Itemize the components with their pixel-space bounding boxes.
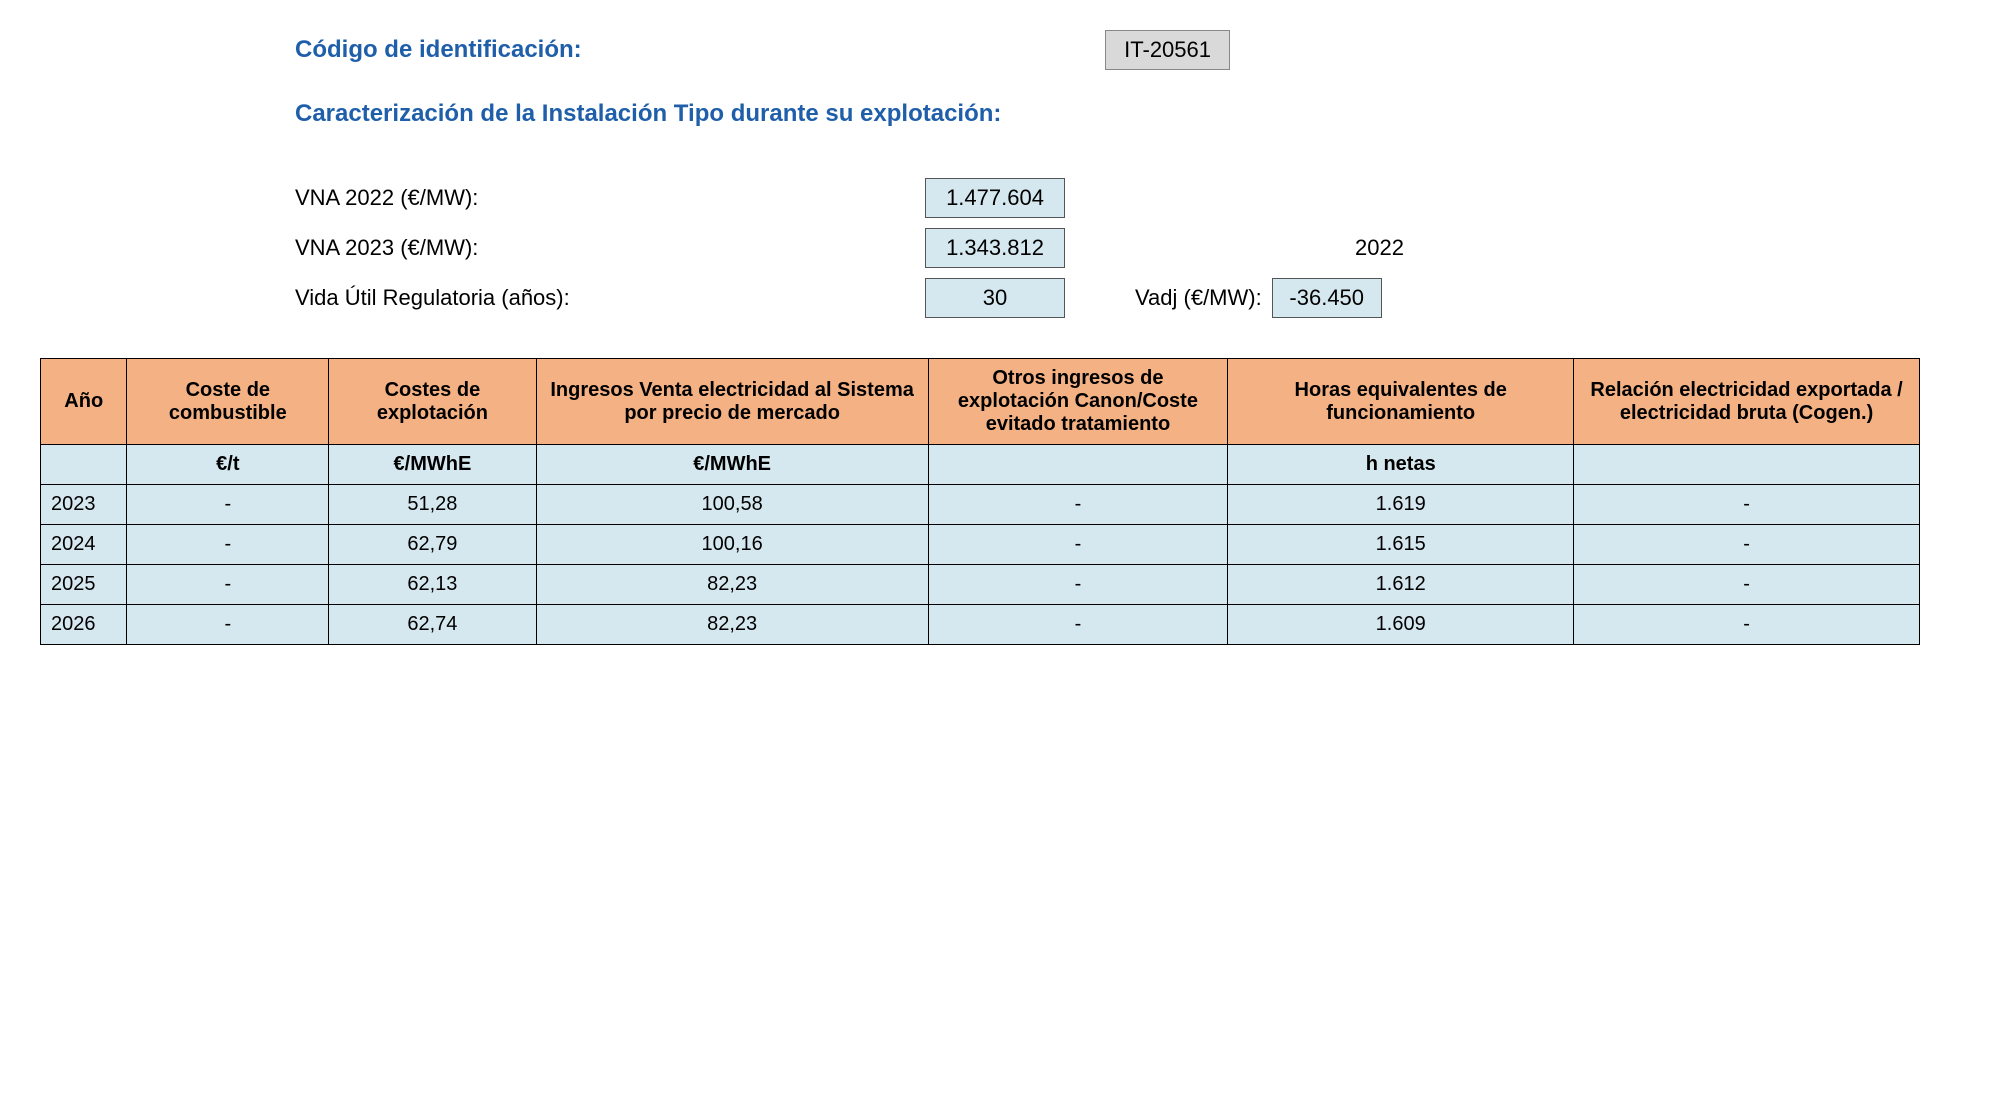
data-table: Año Coste de combustible Costes de explo… (40, 358, 1920, 645)
table-cell: 1.612 (1228, 565, 1574, 605)
vna2022-value: 1.477.604 (925, 178, 1065, 218)
table-cell: - (1574, 605, 1920, 645)
col-header: Horas equivalentes de funcionamiento (1228, 359, 1574, 445)
table-cell: 62,13 (329, 565, 536, 605)
vna2023-value: 1.343.812 (925, 228, 1065, 268)
unit-cell (928, 445, 1228, 485)
unit-cell: €/MWhE (536, 445, 928, 485)
unit-cell: €/MWhE (329, 445, 536, 485)
vida-value: 30 (925, 278, 1065, 318)
table-cell: 62,79 (329, 525, 536, 565)
table-cell: 2025 (41, 565, 127, 605)
table-cell: - (928, 565, 1228, 605)
table-cell: 1.619 (1228, 485, 1574, 525)
vna2023-row: VNA 2023 (€/MW): 1.343.812 2022 (295, 228, 1980, 268)
table-cell: 82,23 (536, 565, 928, 605)
table-cell: 62,74 (329, 605, 536, 645)
table-row: 2024-62,79100,16-1.615- (41, 525, 1920, 565)
vna2022-label: VNA 2022 (€/MW): (295, 185, 925, 211)
table-cell: 1.615 (1228, 525, 1574, 565)
id-label: Código de identificación: (295, 36, 582, 64)
col-header: Coste de combustible (127, 359, 329, 445)
vadj-label: Vadj (€/MW): (1135, 285, 1262, 311)
table-cell: 100,58 (536, 485, 928, 525)
table-cell: 1.609 (1228, 605, 1574, 645)
year-text: 2022 (1355, 235, 1404, 261)
table-cell: - (127, 485, 329, 525)
unit-cell: €/t (127, 445, 329, 485)
table-cell: - (928, 485, 1228, 525)
vna2023-label: VNA 2023 (€/MW): (295, 235, 925, 261)
header-section: Código de identificación: IT-20561 Carac… (20, 30, 1980, 318)
table-cell: - (928, 525, 1228, 565)
col-header: Año (41, 359, 127, 445)
unit-cell: h netas (1228, 445, 1574, 485)
table-cell: 51,28 (329, 485, 536, 525)
table-body: €/t €/MWhE €/MWhE h netas 2023-51,28100,… (41, 445, 1920, 645)
table-cell: - (127, 525, 329, 565)
table-cell: 2023 (41, 485, 127, 525)
col-header: Otros ingresos de explotación Canon/Cost… (928, 359, 1228, 445)
subtitle: Caracterización de la Instalación Tipo d… (295, 100, 1001, 128)
table-row: 2026-62,7482,23-1.609- (41, 605, 1920, 645)
table-cell: 82,23 (536, 605, 928, 645)
col-header: Ingresos Venta electricidad al Sistema p… (536, 359, 928, 445)
vida-label: Vida Útil Regulatoria (años): (295, 285, 925, 311)
table-cell: - (1574, 525, 1920, 565)
vna2022-row: VNA 2022 (€/MW): 1.477.604 (295, 178, 1980, 218)
table-row: 2023-51,28100,58-1.619- (41, 485, 1920, 525)
col-header: Relación electricidad exportada / electr… (1574, 359, 1920, 445)
subtitle-row: Caracterización de la Instalación Tipo d… (295, 100, 1980, 128)
table-cell: - (1574, 565, 1920, 605)
table-cell: 100,16 (536, 525, 928, 565)
table-cell: - (127, 605, 329, 645)
params-block: VNA 2022 (€/MW): 1.477.604 VNA 2023 (€/M… (295, 178, 1980, 318)
table-cell: 2026 (41, 605, 127, 645)
table-cell: 2024 (41, 525, 127, 565)
table-cell: - (1574, 485, 1920, 525)
id-row: Código de identificación: IT-20561 (295, 30, 1980, 70)
unit-cell (1574, 445, 1920, 485)
col-header: Costes de explotación (329, 359, 536, 445)
table-header-row: Año Coste de combustible Costes de explo… (41, 359, 1920, 445)
unit-cell (41, 445, 127, 485)
table-cell: - (928, 605, 1228, 645)
id-value-box: IT-20561 (1105, 30, 1230, 70)
vadj-value: -36.450 (1272, 278, 1382, 318)
vida-row: Vida Útil Regulatoria (años): 30 Vadj (€… (295, 278, 1980, 318)
table-cell: - (127, 565, 329, 605)
units-row: €/t €/MWhE €/MWhE h netas (41, 445, 1920, 485)
table-row: 2025-62,1382,23-1.612- (41, 565, 1920, 605)
